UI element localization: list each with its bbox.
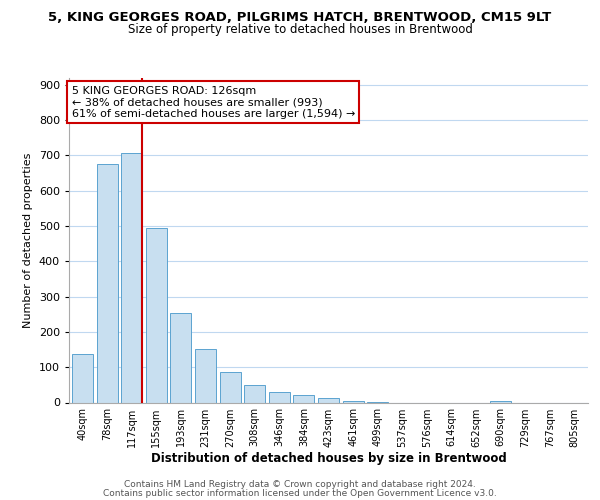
Bar — [318, 398, 339, 402]
Bar — [244, 385, 265, 402]
Bar — [170, 313, 191, 402]
Bar — [97, 164, 118, 402]
Bar — [72, 354, 93, 403]
Bar — [220, 372, 241, 402]
Bar — [490, 400, 511, 402]
Bar — [146, 228, 167, 402]
Bar — [195, 349, 216, 403]
Text: Contains HM Land Registry data © Crown copyright and database right 2024.: Contains HM Land Registry data © Crown c… — [124, 480, 476, 489]
Text: Size of property relative to detached houses in Brentwood: Size of property relative to detached ho… — [128, 22, 472, 36]
Bar — [121, 152, 142, 402]
Y-axis label: Number of detached properties: Number of detached properties — [23, 152, 33, 328]
Text: 5 KING GEORGES ROAD: 126sqm
← 38% of detached houses are smaller (993)
61% of se: 5 KING GEORGES ROAD: 126sqm ← 38% of det… — [71, 86, 355, 119]
Text: Contains public sector information licensed under the Open Government Licence v3: Contains public sector information licen… — [103, 488, 497, 498]
Bar — [293, 396, 314, 402]
X-axis label: Distribution of detached houses by size in Brentwood: Distribution of detached houses by size … — [151, 452, 506, 466]
Text: 5, KING GEORGES ROAD, PILGRIMS HATCH, BRENTWOOD, CM15 9LT: 5, KING GEORGES ROAD, PILGRIMS HATCH, BR… — [49, 11, 551, 24]
Bar — [343, 400, 364, 402]
Bar — [269, 392, 290, 402]
